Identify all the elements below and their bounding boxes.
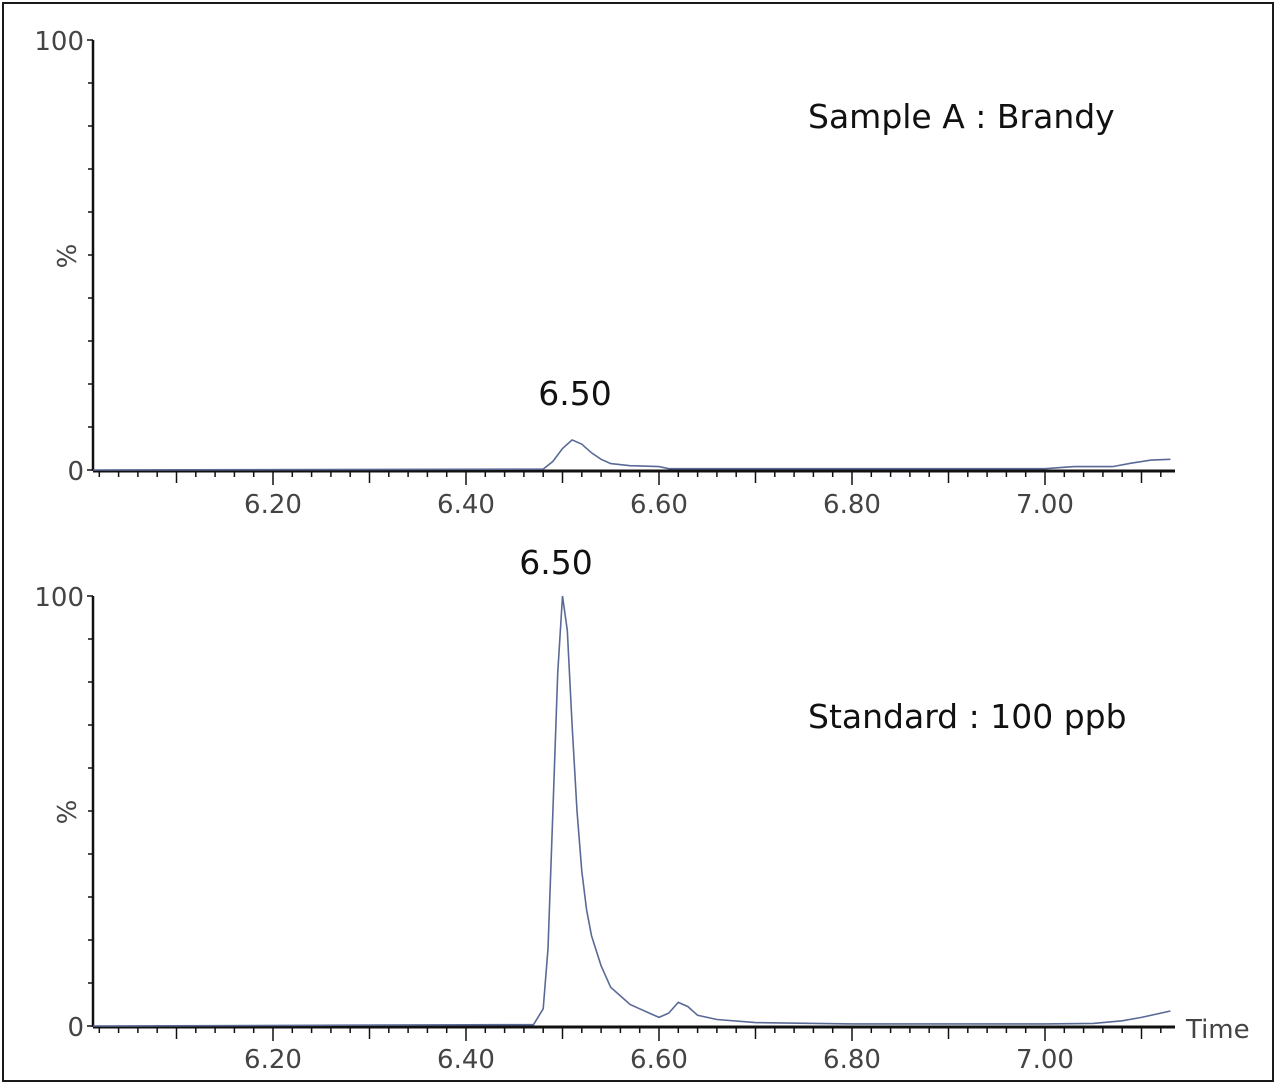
x-axis-title: Time xyxy=(1185,1015,1250,1045)
x-tick-label: 6.20 xyxy=(244,490,302,520)
x-tick-labels: 6.20 6.40 6.60 6.80 7.00 xyxy=(244,490,1074,520)
panel-sample-a-axes xyxy=(87,39,1175,485)
panel-sample-a-trace xyxy=(92,438,1171,471)
panel-label: Standard : 100 ppb xyxy=(808,697,1127,736)
y-axis-title: % xyxy=(53,800,83,825)
peak-label: 6.50 xyxy=(519,543,592,582)
panel-sample-a: 100 0 % 6.50 Sample A : Brandy 6.20 6.40… xyxy=(34,27,1175,520)
panel-standard-axes xyxy=(87,595,1175,1041)
x-tick-label: 7.00 xyxy=(1016,490,1074,520)
panel-standard: 100 0 % 6.50 Standard : 100 ppb Time 6.2… xyxy=(34,543,1249,1075)
y-axis-title: % xyxy=(53,244,83,269)
x-tick-label: 6.20 xyxy=(244,1045,302,1075)
y-tick-100: 100 xyxy=(34,27,84,57)
x-tick-label: 6.80 xyxy=(823,1045,881,1075)
x-tick-label: 6.60 xyxy=(630,1045,688,1075)
y-tick-0: 0 xyxy=(67,457,84,487)
panel-standard-trace xyxy=(92,595,1171,1027)
x-tick-label: 6.40 xyxy=(437,490,495,520)
y-tick-0: 0 xyxy=(67,1013,84,1043)
panel-label: Sample A : Brandy xyxy=(808,97,1115,136)
y-tick-100: 100 xyxy=(34,583,84,613)
peak-label: 6.50 xyxy=(538,374,611,413)
x-tick-label: 6.40 xyxy=(437,1045,495,1075)
x-tick-label: 6.80 xyxy=(823,490,881,520)
x-tick-labels: 6.20 6.40 6.60 6.80 7.00 xyxy=(244,1045,1074,1075)
x-tick-label: 6.60 xyxy=(630,490,688,520)
x-tick-label: 7.00 xyxy=(1016,1045,1074,1075)
